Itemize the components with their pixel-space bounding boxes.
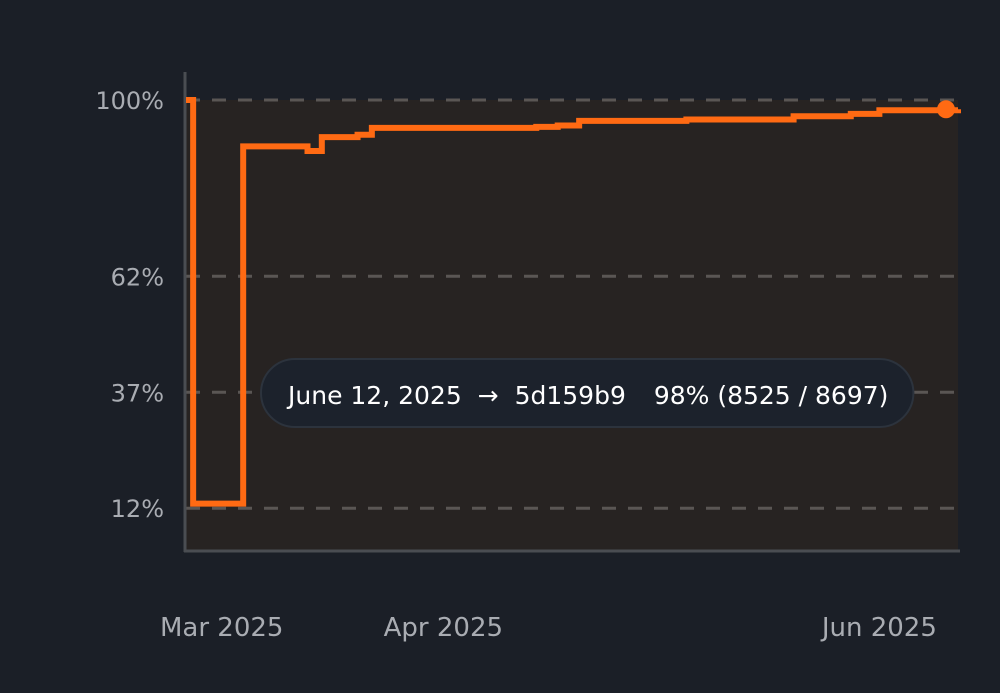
- tooltip-date: June 12, 2025: [286, 381, 462, 410]
- y-tick-label: 12%: [111, 495, 164, 523]
- x-tick-label: Jun 2025: [820, 613, 937, 643]
- highlight-point: [937, 100, 955, 119]
- x-axis-ticks: Mar 2025 Apr 2025 Jun 2025: [160, 613, 937, 643]
- y-tick-label: 37%: [111, 379, 164, 407]
- series-layer: [186, 97, 961, 507]
- x-tick-label: Apr 2025: [384, 613, 503, 643]
- y-tick-label: 62%: [111, 263, 164, 291]
- series-line: [186, 97, 961, 507]
- y-tick-label: 100%: [95, 87, 164, 115]
- tooltip: June 12, 2025 → 5d159b9 98% (8525 / 8697…: [260, 358, 915, 428]
- tooltip-value: 98% (8525 / 8697): [654, 381, 889, 410]
- axis-layer: [183, 72, 960, 553]
- y-axis-ticks: 100% 62% 37% 12%: [95, 87, 164, 523]
- plot-area: [186, 100, 958, 550]
- tooltip-arrow: →: [478, 381, 499, 410]
- tooltip-background: [260, 358, 915, 428]
- x-tick-label: Mar 2025: [160, 613, 284, 643]
- tooltip-text: June 12, 2025 → 5d159b9 98% (8525 / 8697…: [286, 381, 888, 410]
- tooltip-commit: 5d159b9: [515, 381, 626, 410]
